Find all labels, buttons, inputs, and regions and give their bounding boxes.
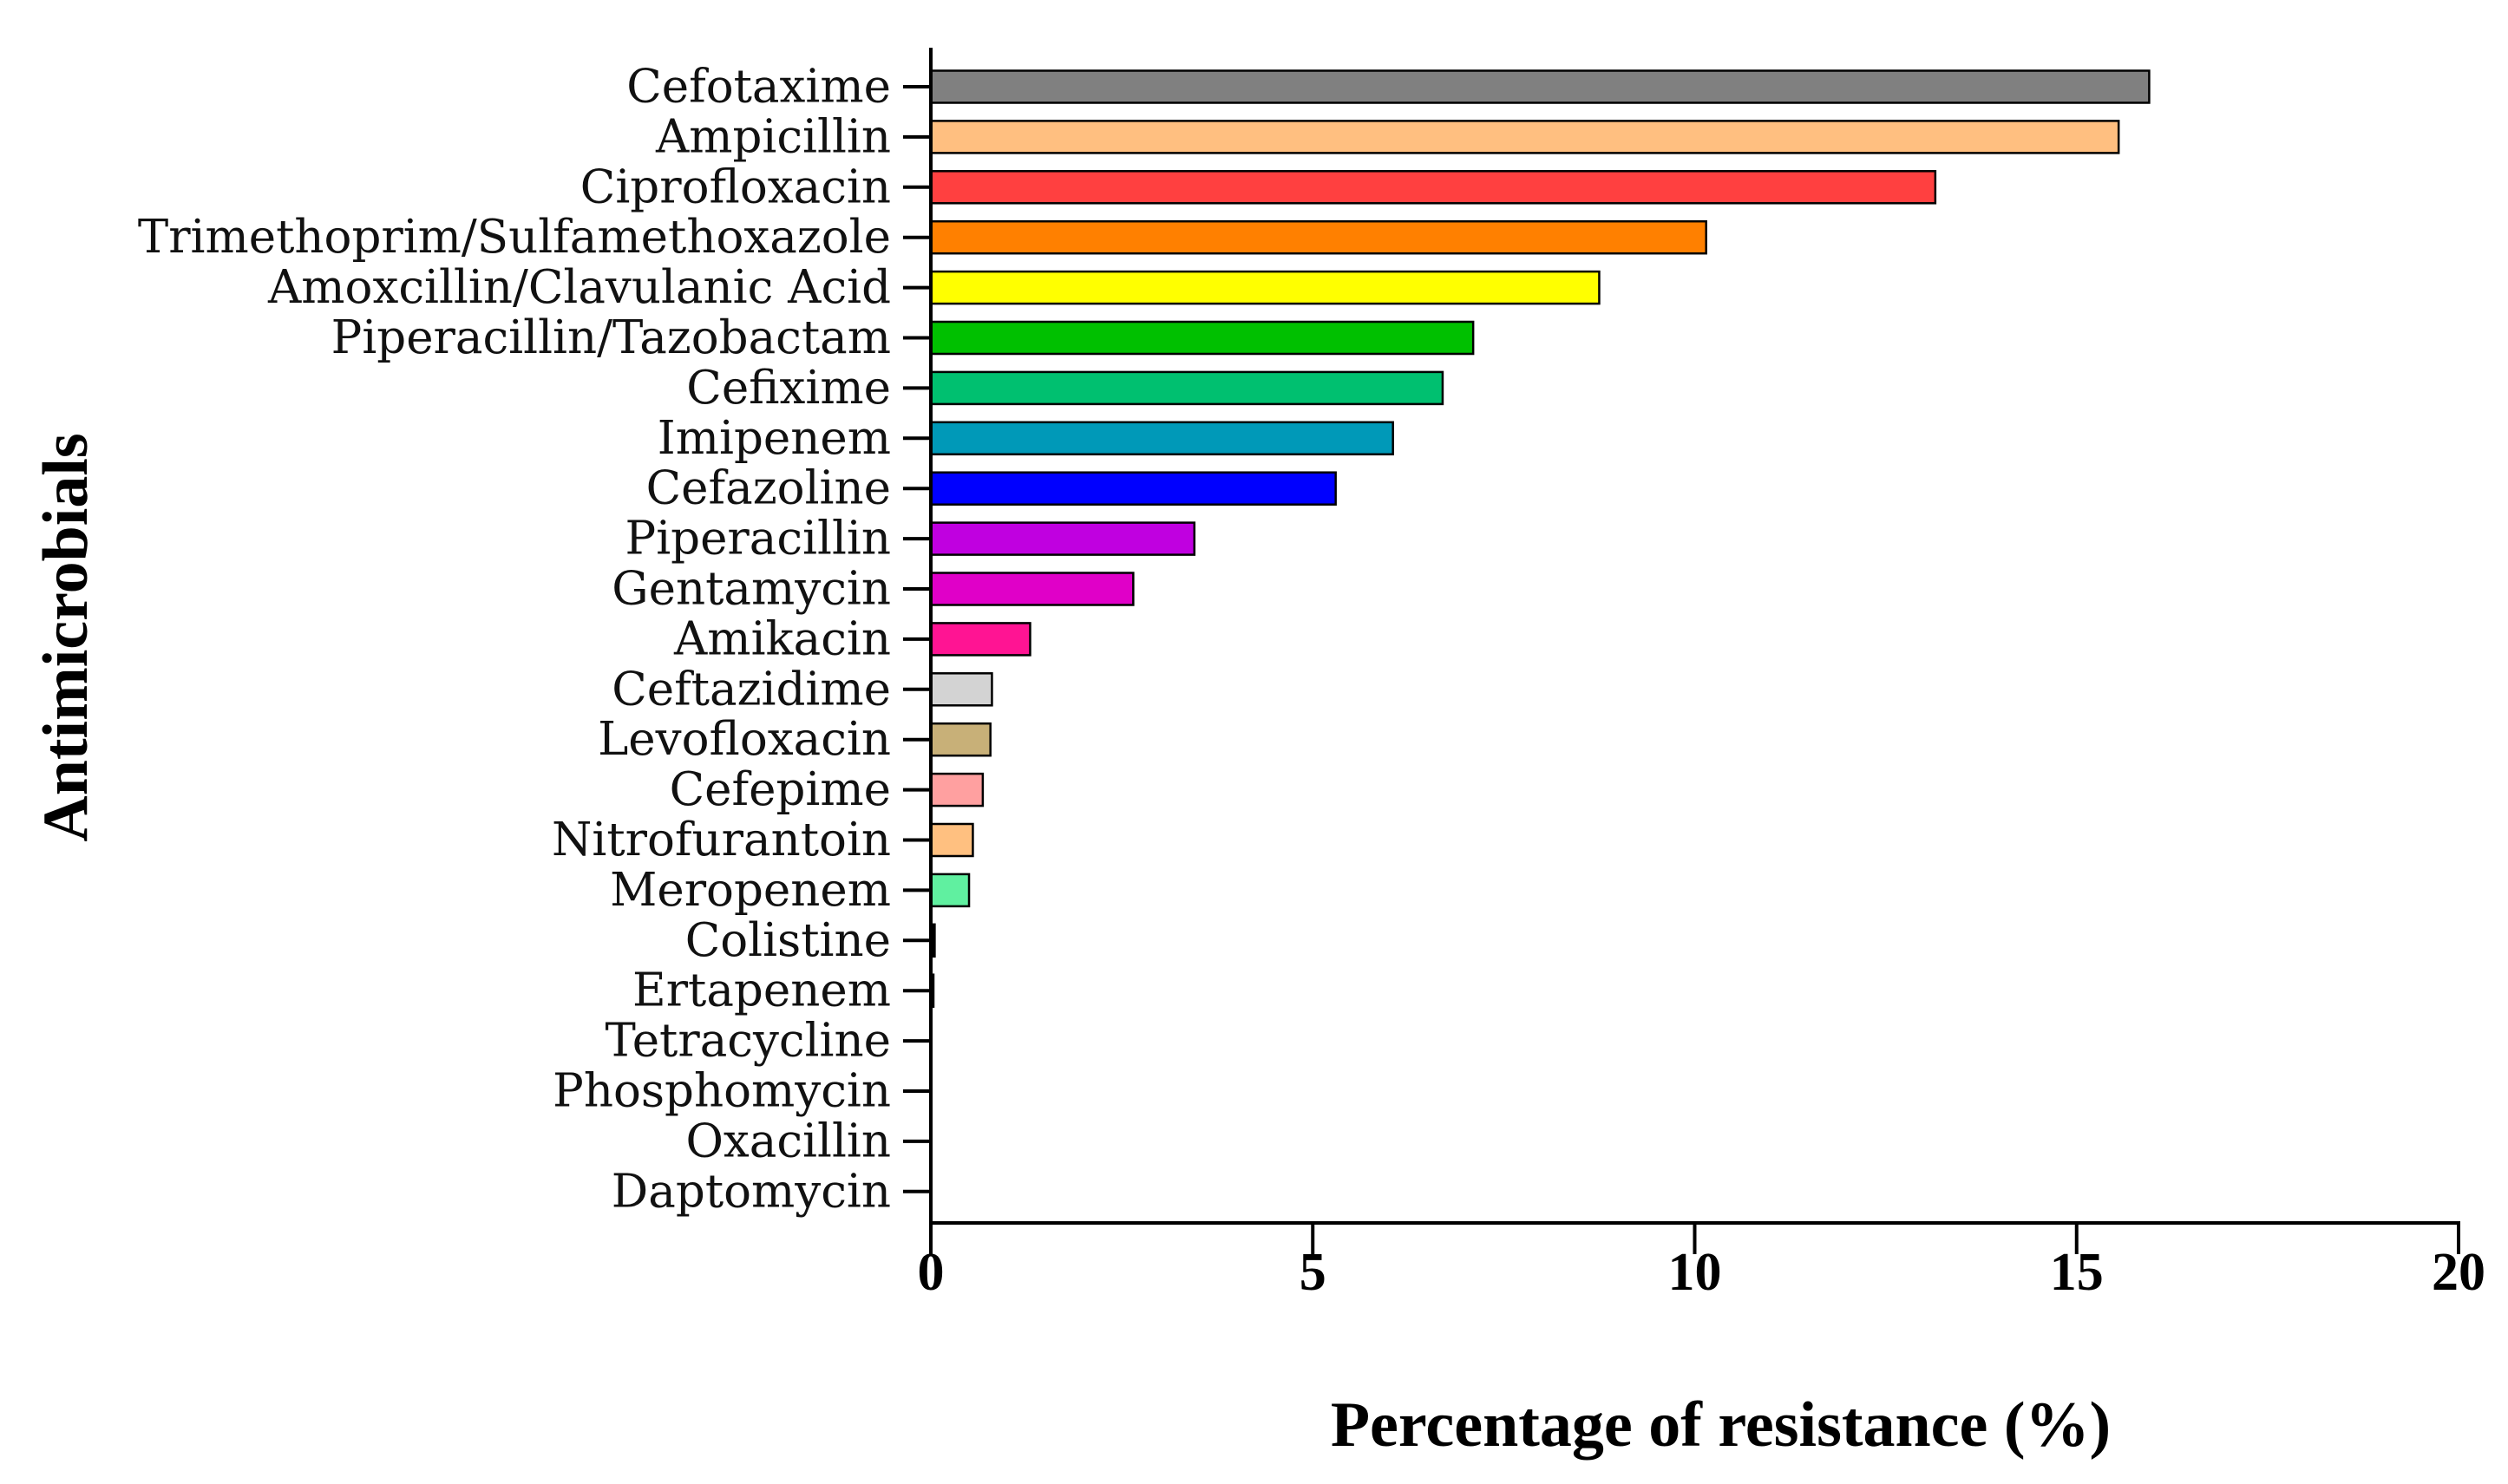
y-tick-label-amoxcillin-clavulanic-acid: Amoxcillin/Clavulanic Acid: [267, 261, 891, 314]
bar-ampicillin: [929, 120, 2120, 154]
y-tick-label-ertapenem: Ertapenem: [632, 964, 891, 1017]
y-tick-label-colistine: Colistine: [685, 914, 891, 967]
y-tick-label-imipenem: Imipenem: [658, 412, 891, 465]
y-tick-label-trimethoprim-sulfamethoxazole: Trimethoprim/Sulfamethoxazole: [138, 211, 891, 264]
x-ticks: 0 5 10 15 20: [918, 1223, 2485, 1302]
y-tick-label-amikacin: Amikacin: [673, 612, 891, 665]
bar-amikacin: [929, 622, 1031, 657]
y-tick-label-piperacillin: Piperacillin: [625, 513, 891, 565]
bar-gentamycin: [929, 572, 1135, 606]
y-tick-label-daptomycin: Daptomycin: [612, 1165, 891, 1218]
bar-meropenem: [929, 873, 971, 908]
bar-piperacillin-tazobactam: [929, 320, 1475, 356]
bar-levofloxacin: [929, 722, 992, 757]
x-tick-label-15: 15: [2050, 1243, 2104, 1302]
bar-piperacillin: [929, 521, 1196, 556]
y-tick-label-gentamycin: Gentamycin: [612, 563, 891, 616]
y-axis-title: Antimicrobials: [30, 433, 101, 841]
y-tick-label-cefixime: Cefixime: [686, 362, 891, 415]
y-tick-label-ciprofloxacin: Ciprofloxacin: [580, 160, 891, 213]
bar-cefazoline: [929, 471, 1337, 506]
x-tick-label-0: 0: [918, 1243, 945, 1302]
bar-cefepime: [929, 772, 985, 807]
y-tick-label-meropenem: Meropenem: [610, 864, 891, 917]
y-tick-label-nitrofurantoin: Nitrofurantoin: [552, 814, 891, 866]
y-tick-label-cefepime: Cefepime: [670, 763, 891, 816]
y-tick-label-phosphomycin: Phosphomycin: [553, 1065, 891, 1118]
bar-cefixime: [929, 370, 1444, 406]
bars-layer: [929, 69, 2151, 1008]
x-tick-label-20: 20: [2432, 1243, 2485, 1302]
y-tick-label-oxacillin: Oxacillin: [685, 1115, 891, 1167]
bar-cefotaxime: [929, 69, 2151, 104]
y-tick-label-cefotaxime: Cefotaxime: [626, 61, 891, 114]
bar-nitrofurantoin: [929, 822, 974, 858]
bar-amoxcillin-clavulanic-acid: [929, 270, 1601, 305]
x-axis-title: Percentage of resistance (%): [1331, 1389, 2111, 1461]
x-tick-label-5: 5: [1300, 1243, 1326, 1302]
bar-ceftazidime: [929, 672, 993, 707]
bar-trimethoprim-sulfamethoxazole: [929, 219, 1707, 255]
y-tick-label-ampicillin: Ampicillin: [655, 110, 891, 163]
bar-imipenem: [929, 421, 1394, 456]
x-tick-label-10: 10: [1668, 1243, 1722, 1302]
y-tick-label-cefazoline: Cefazoline: [646, 462, 891, 515]
y-tick-label-ceftazidime: Ceftazidime: [612, 663, 891, 716]
y-tick-label-levofloxacin: Levofloxacin: [598, 713, 891, 766]
y-tick-label-piperacillin-tazobactam: Piperacillin/Tazobactam: [331, 311, 891, 364]
category-labels: CefotaximeAmpicillinCiprofloxacinTrimeth…: [138, 61, 931, 1218]
y-tick-label-tetracycline: Tetracycline: [605, 1015, 891, 1068]
bar-ciprofloxacin: [929, 170, 1937, 205]
